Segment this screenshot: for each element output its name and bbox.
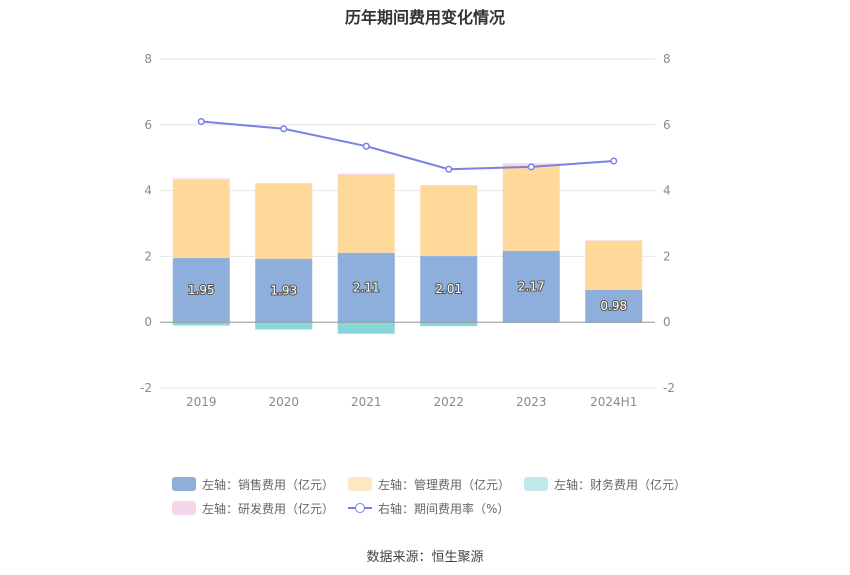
legend-label-rate: 右轴：期间费用率（%） bbox=[378, 501, 510, 516]
right-axis-tick-label: 6 bbox=[663, 118, 671, 132]
left-axis-tick-label: 0 bbox=[144, 315, 152, 329]
right-axis-tick-label: 0 bbox=[663, 315, 671, 329]
rnd-bar bbox=[337, 173, 395, 175]
data-labels: 1.95 1.93 2.11 2.01 2.17 0.98 bbox=[187, 279, 628, 315]
rnd-bar bbox=[255, 183, 313, 184]
admin-bar bbox=[255, 183, 313, 259]
rate-point bbox=[362, 142, 370, 150]
legend-item-finance[interactable]: 左轴：财务费用（亿元） bbox=[524, 476, 686, 493]
x-tick-label: 2022 bbox=[433, 395, 464, 409]
rate-point bbox=[197, 117, 205, 126]
legend-label-sales: 左轴：销售费用（亿元） bbox=[202, 477, 335, 492]
finance-bar bbox=[172, 322, 230, 326]
data-label: 1.93 bbox=[270, 283, 297, 297]
legend: 左轴：销售费用（亿元） 左轴：管理费用（亿元） 左轴：财务费用（亿元） 左轴：研… bbox=[172, 472, 692, 520]
x-tick-label: 2020 bbox=[268, 395, 299, 409]
admin-bar bbox=[585, 240, 643, 290]
legend-swatch-sales bbox=[172, 477, 196, 491]
right-axis-tick-label: 8 bbox=[663, 52, 671, 66]
right-axis-tick-label: 4 bbox=[663, 184, 671, 198]
sales-bar bbox=[255, 258, 313, 323]
finance-bar bbox=[420, 322, 478, 327]
bars bbox=[172, 163, 643, 334]
rate-point bbox=[527, 163, 535, 171]
rate-line bbox=[201, 120, 614, 171]
x-tick-label: 2024H1 bbox=[590, 395, 637, 409]
x-tick-label: 2019 bbox=[186, 395, 217, 409]
x-tick-label: 2023 bbox=[516, 395, 547, 409]
left-axis-tick-label: 8 bbox=[144, 52, 152, 66]
rnd-bar bbox=[420, 185, 478, 186]
x-tick-label: 2021 bbox=[351, 395, 382, 409]
legend-label-rnd: 左轴：研发费用（亿元） bbox=[202, 501, 335, 516]
data-label: 2.17 bbox=[518, 280, 545, 294]
admin-bar bbox=[502, 165, 560, 251]
rate-line-series bbox=[197, 117, 618, 173]
rate-point bbox=[445, 165, 453, 173]
left-axis-ticks: -2 0 2 4 6 8 bbox=[140, 52, 152, 395]
grid-lines bbox=[160, 58, 655, 389]
admin-bar bbox=[172, 179, 230, 259]
sales-bar bbox=[585, 289, 643, 323]
rate-point bbox=[280, 125, 288, 133]
chart-canvas: -2 0 2 4 6 8 -2 0 2 4 6 8 2019 2020 2021 2022 2023 2024… bbox=[140, 52, 675, 409]
data-label: 2.11 bbox=[353, 280, 380, 294]
sales-bar bbox=[420, 256, 478, 323]
sales-bar bbox=[502, 250, 560, 323]
admin-bar bbox=[420, 185, 478, 257]
admin-bar bbox=[337, 174, 395, 253]
chart-title: 历年期间费用变化情况 bbox=[344, 8, 505, 27]
legend-item-sales[interactable]: 左轴：销售费用（亿元） bbox=[172, 476, 334, 493]
rnd-bar bbox=[585, 240, 643, 241]
sales-bar bbox=[172, 258, 230, 323]
right-axis-tick-label: -2 bbox=[663, 381, 675, 395]
rate-point bbox=[610, 157, 618, 165]
rnd-bar bbox=[172, 178, 230, 180]
legend-label-finance: 左轴：财务费用（亿元） bbox=[554, 477, 687, 492]
left-axis-tick-label: 2 bbox=[144, 249, 152, 263]
legend-swatch-rate-line-icon bbox=[348, 501, 373, 515]
left-axis-tick-label: 4 bbox=[144, 184, 152, 198]
data-label: 2.01 bbox=[435, 282, 462, 296]
legend-item-rnd[interactable]: 左轴：研发费用（亿元） bbox=[172, 500, 334, 517]
right-axis-ticks: -2 0 2 4 6 8 bbox=[663, 52, 675, 395]
legend-label-admin: 左轴：管理费用（亿元） bbox=[378, 477, 511, 492]
left-axis-tick-label: -2 bbox=[140, 381, 152, 395]
legend-swatch-admin bbox=[348, 477, 373, 491]
finance-bar bbox=[337, 322, 395, 334]
left-axis-tick-label: 6 bbox=[144, 118, 152, 132]
x-axis-ticks: 2019 2020 2021 2022 2023 2024H1 bbox=[186, 395, 637, 409]
legend-item-admin[interactable]: 左轴：管理费用（亿元） bbox=[348, 476, 510, 493]
finance-bar bbox=[255, 322, 313, 330]
data-label: 1.95 bbox=[188, 283, 215, 297]
legend-item-rate[interactable]: 右轴：期间费用率（%） bbox=[348, 500, 509, 517]
data-label: 0.98 bbox=[600, 299, 627, 313]
right-axis-tick-label: 2 bbox=[663, 249, 671, 263]
legend-swatch-rnd bbox=[172, 501, 196, 515]
legend-swatch-finance bbox=[524, 477, 549, 491]
data-source: 数据来源：恒生聚源 bbox=[366, 550, 484, 565]
sales-bar bbox=[337, 252, 395, 323]
